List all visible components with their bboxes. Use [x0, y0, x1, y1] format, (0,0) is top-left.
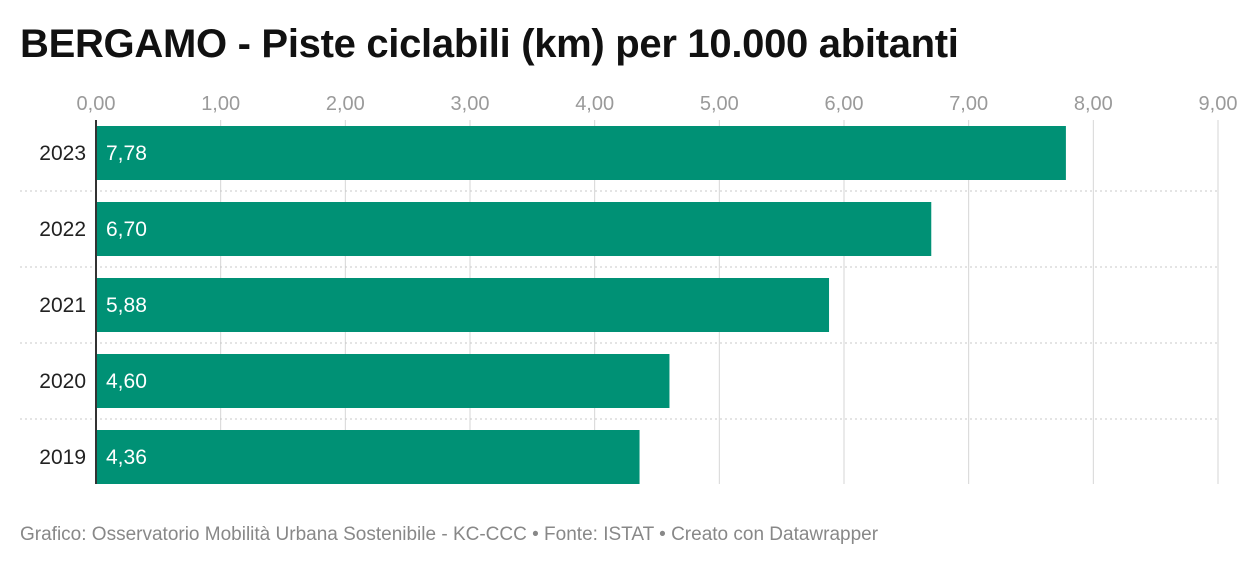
category-labels: 2023 2022 2021 2020 2019 — [39, 142, 86, 469]
value-label: 4,60 — [106, 370, 147, 393]
value-label: 5,88 — [106, 294, 147, 317]
x-tick-label: 9,00 — [1199, 93, 1238, 115]
x-tick-label: 5,00 — [700, 93, 739, 115]
bar-chart: 0,00 1,00 2,00 3,00 4,00 5,00 6,00 7,00 8,00 9,00… — [20, 93, 1238, 484]
chart-footer: Grafico: Osservatorio Mobilità Urbana So… — [20, 524, 879, 545]
value-label: 4,36 — [106, 446, 147, 469]
bar — [96, 202, 932, 256]
x-tick-label: 7,00 — [949, 93, 988, 115]
bar — [96, 126, 1066, 180]
bar — [96, 354, 670, 408]
category-label: 2020 — [39, 370, 86, 393]
value-label: 6,70 — [106, 218, 147, 241]
bar — [96, 430, 640, 484]
x-tick-label: 1,00 — [201, 93, 240, 115]
category-label: 2021 — [39, 294, 86, 317]
category-label: 2023 — [39, 142, 86, 165]
bars — [96, 126, 1066, 484]
x-tick-label: 0,00 — [77, 93, 116, 115]
category-label: 2022 — [39, 218, 86, 241]
chart-title: BERGAMO - Piste ciclabili (km) per 10.00… — [20, 22, 959, 66]
bar — [96, 278, 830, 332]
x-tick-label: 8,00 — [1074, 93, 1113, 115]
category-label: 2019 — [39, 446, 86, 469]
value-labels: 7,78 6,70 5,88 4,60 4,36 — [106, 142, 147, 469]
x-tick-label: 2,00 — [326, 93, 365, 115]
x-tick-label: 3,00 — [451, 93, 490, 115]
value-label: 7,78 — [106, 142, 147, 165]
x-tick-label: 6,00 — [825, 93, 864, 115]
x-tick-label: 4,00 — [575, 93, 614, 115]
x-axis-ticks: 0,00 1,00 2,00 3,00 4,00 5,00 6,00 7,00 8,00 9,00 — [77, 93, 1238, 115]
